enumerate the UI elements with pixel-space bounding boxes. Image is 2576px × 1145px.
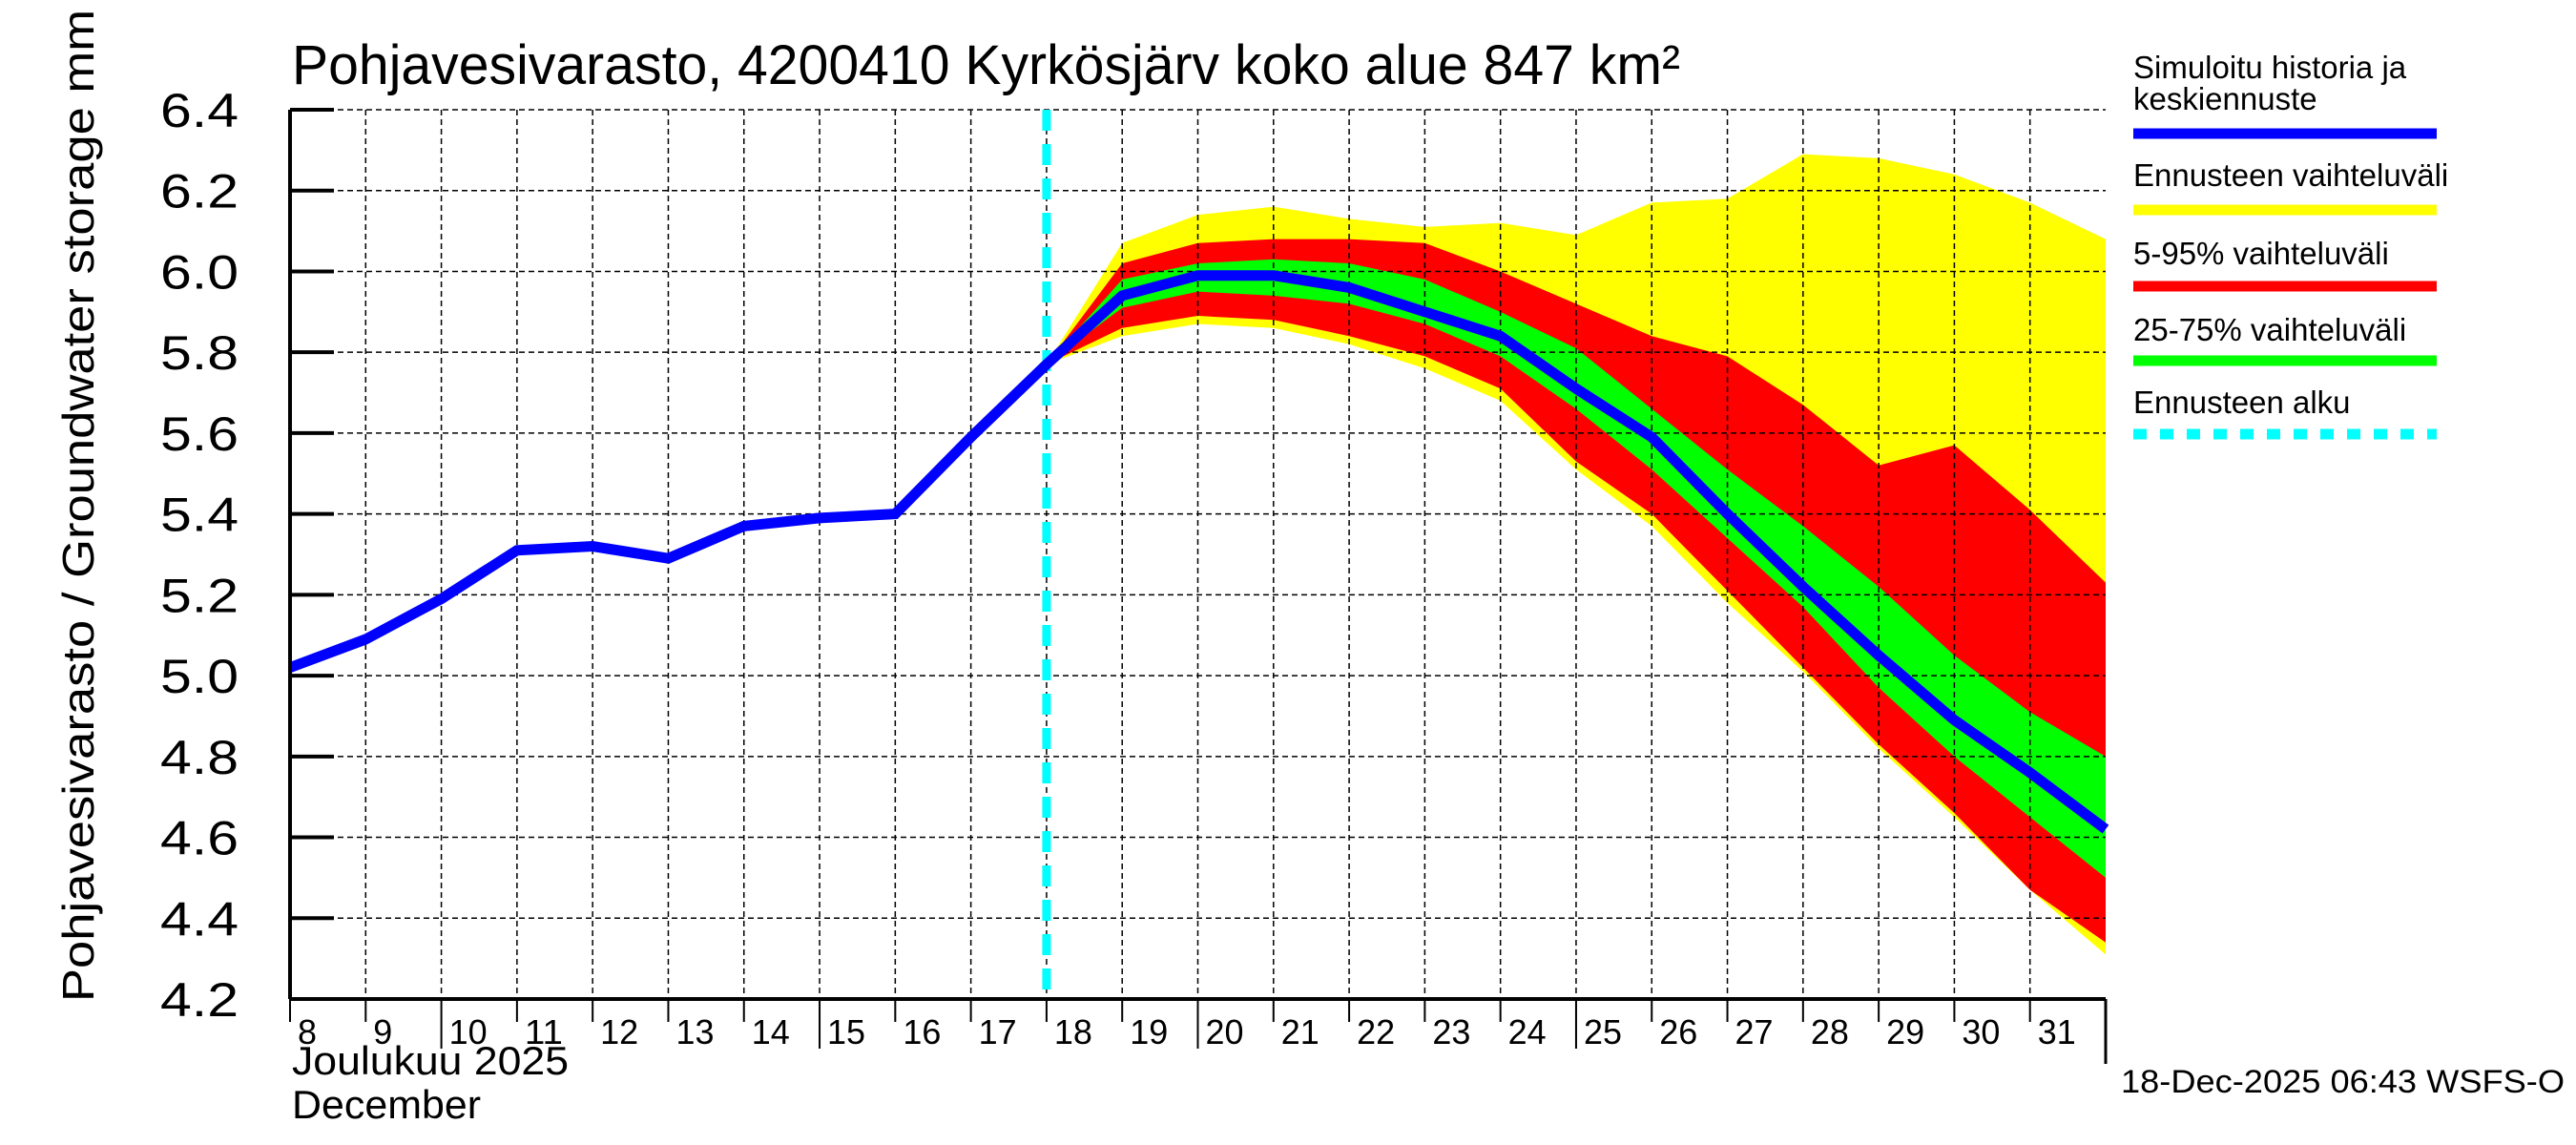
y-tick-label: 4.2 [160, 973, 239, 1027]
y-tick-label: 5.8 [160, 326, 239, 380]
x-axis-month-label: Joulukuu 2025 [292, 1038, 569, 1083]
x-tick-label: 27 [1735, 1012, 1774, 1051]
x-tick-label: 10 [449, 1012, 488, 1051]
median-line [288, 270, 2109, 834]
x-tick-label: 23 [1432, 1012, 1470, 1051]
legend-label: 5-95% vaihteluväli [2133, 236, 2389, 271]
legend-label-line2: keskiennuste [2133, 81, 2317, 116]
footer-timestamp: 18-Dec-2025 06:43 WSFS-O [2121, 1064, 2565, 1100]
x-tick-label: 11 [525, 1012, 563, 1051]
y-tick-label: 5.2 [160, 569, 239, 622]
x-tick-label: 24 [1508, 1012, 1547, 1051]
y-tick-label: 4.4 [160, 892, 239, 946]
y-tick-label: 5.6 [160, 407, 239, 461]
x-tick-label: 19 [1130, 1012, 1168, 1051]
x-tick-label: 9 [373, 1012, 392, 1051]
y-tick-labels: 4.2 4.4 4.6 4.8 5.0 5.2 5.4 5.6 5.8 6.0 6.2 6.4 [160, 84, 239, 1027]
axes [288, 108, 2108, 1064]
legend-label: Ennusteen alku [2133, 385, 2351, 420]
y-tick-label: 6.4 [160, 84, 239, 137]
chart-title: Pohjavesivarasto, 4200410 Kyrkösjärv kok… [292, 34, 1680, 96]
x-tick-label: 12 [600, 1012, 638, 1051]
x-tick-label: 26 [1659, 1012, 1697, 1051]
band-min-max [1046, 154, 2106, 955]
x-tick-label: 14 [752, 1012, 790, 1051]
y-tick-label: 6.2 [160, 165, 239, 219]
x-tick-label: 25 [1584, 1012, 1622, 1051]
grid-lines [290, 109, 2106, 999]
x-tick-label: 13 [675, 1012, 714, 1051]
x-tick-label: 15 [827, 1012, 865, 1051]
x-tick-label: 20 [1206, 1012, 1244, 1051]
y-axis-label: Pohjavesivarasto / Groundwater storage m… [53, 10, 103, 1002]
y-tick-label: 6.0 [160, 245, 239, 299]
legend-label: 25-75% vaihteluväli [2133, 312, 2406, 347]
x-tick-label: 8 [298, 1012, 317, 1051]
x-axis-month-label-en: December [292, 1082, 481, 1127]
x-tick-label: 29 [1886, 1012, 1924, 1051]
x-tick-label: 17 [979, 1012, 1017, 1051]
legend-label: Ennusteen vaihteluväli [2133, 157, 2448, 193]
x-tick-label: 21 [1281, 1012, 1319, 1051]
x-tick-labels: 8 9 10 11 12 13 14 15 16 17 18 19 20 21 22 23 24 25 26 27 28… [298, 1012, 2076, 1051]
x-tick-label: 22 [1357, 1012, 1395, 1051]
y-tick-label: 4.8 [160, 731, 239, 784]
x-tick-label: 18 [1054, 1012, 1092, 1051]
y-tick-label: 5.0 [160, 650, 239, 703]
legend-label: Simuloitu historia ja [2133, 50, 2407, 85]
y-tick-label: 4.6 [160, 812, 239, 865]
x-tick-label: 28 [1811, 1012, 1849, 1051]
x-tick-label: 31 [2038, 1012, 2076, 1051]
x-tick-label: 16 [903, 1012, 941, 1051]
series-lines [288, 110, 2109, 999]
y-tick-label: 5.4 [160, 489, 239, 542]
x-tick-label: 30 [1962, 1012, 2000, 1051]
